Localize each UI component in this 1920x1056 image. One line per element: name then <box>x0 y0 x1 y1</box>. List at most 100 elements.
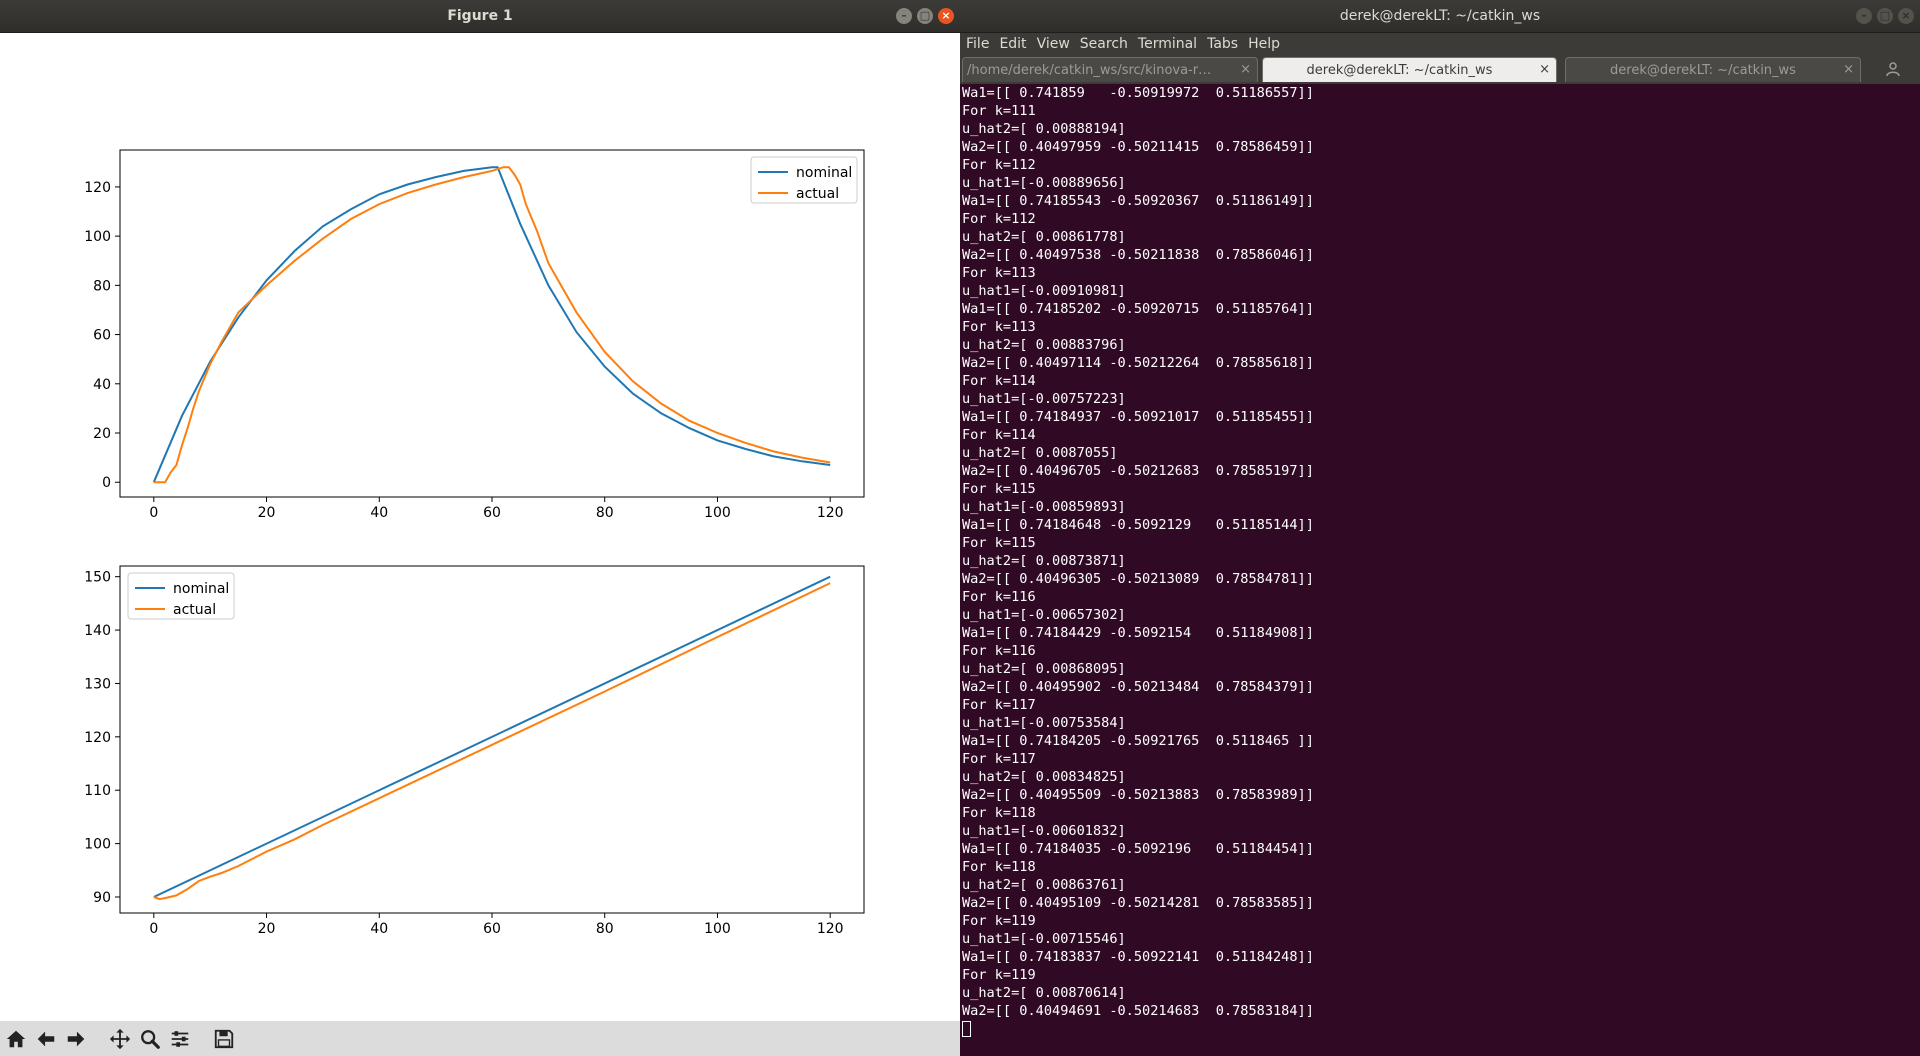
terminal-line: u_hat1=[-0.00753584] <box>962 715 1126 731</box>
tab-close-icon[interactable]: × <box>1240 62 1251 77</box>
maximize-icon[interactable]: □ <box>917 8 933 24</box>
maximize-icon[interactable]: □ <box>1877 8 1893 24</box>
x-tick-label: 120 <box>817 505 844 521</box>
x-tick-label: 40 <box>370 921 388 937</box>
terminal-line: For k=117 <box>962 751 1036 767</box>
y-tick-label: 120 <box>84 730 111 746</box>
terminal-line: For k=115 <box>962 481 1036 497</box>
terminal-line: u_hat1=[-0.00889656] <box>962 175 1126 191</box>
terminal-line: Wa2=[[ 0.40497538 -0.50211838 0.78586046… <box>962 247 1314 263</box>
terminal-line: Wa2=[[ 0.40497959 -0.50211415 0.78586459… <box>962 139 1314 155</box>
terminal-line: For k=112 <box>962 211 1036 227</box>
terminal-menubar: File Edit View Search Terminal Tabs Help <box>960 33 1920 55</box>
menu-help[interactable]: Help <box>1248 36 1280 52</box>
x-tick-label: 100 <box>704 921 731 937</box>
menu-terminal[interactable]: Terminal <box>1137 36 1198 52</box>
menu-edit[interactable]: Edit <box>999 36 1027 52</box>
series-line-actual <box>153 582 831 901</box>
pan-icon[interactable] <box>108 1027 132 1051</box>
terminal-line: For k=118 <box>962 859 1036 875</box>
menu-view[interactable]: View <box>1036 36 1070 52</box>
home-icon[interactable] <box>4 1027 28 1051</box>
terminal-line: Wa2=[[ 0.40496705 -0.50212683 0.78585197… <box>962 463 1314 479</box>
y-tick-label: 120 <box>84 180 111 196</box>
terminal-cursor <box>962 1021 971 1037</box>
configure-icon[interactable] <box>168 1027 192 1051</box>
terminal-line: Wa1=[[ 0.74184205 -0.50921765 0.5118465 … <box>962 733 1314 749</box>
legend-label: actual <box>796 186 839 202</box>
terminal-line: Wa1=[[ 0.74184429 -0.5092154 0.51184908]… <box>962 625 1314 641</box>
terminal-line: For k=117 <box>962 697 1036 713</box>
terminal-tab-2[interactable]: derek@derekLT: ~/catkin_ws × <box>1262 57 1557 82</box>
x-tick-label: 120 <box>817 921 844 937</box>
y-tick-label: 40 <box>93 377 111 393</box>
legend-box <box>127 572 235 620</box>
close-icon[interactable]: × <box>1898 8 1914 24</box>
terminal-titlebar[interactable]: derek@derekLT: ~/catkin_ws – □ × <box>960 0 1920 33</box>
x-tick-label: 20 <box>258 921 276 937</box>
terminal-scrollbar[interactable] <box>1905 84 1920 1056</box>
x-tick-label: 0 <box>149 505 158 521</box>
terminal-line: For k=116 <box>962 589 1036 605</box>
figure-titlebar[interactable]: Figure 1 – □ × <box>0 0 960 33</box>
y-tick-label: 80 <box>93 278 111 294</box>
terminal-line: u_hat2=[ 0.00863761] <box>962 877 1126 893</box>
terminal-line: Wa2=[[ 0.40497114 -0.50212264 0.78585618… <box>962 355 1314 371</box>
terminal-line: Wa2=[[ 0.40495509 -0.50213883 0.78583989… <box>962 787 1314 803</box>
terminal-line: For k=118 <box>962 805 1036 821</box>
terminal-prompt-line <box>960 1020 1905 1038</box>
tab-close-icon[interactable]: × <box>1539 62 1550 77</box>
x-tick-label: 20 <box>258 505 276 521</box>
legend-label: actual <box>173 602 216 618</box>
terminal-line: u_hat2=[ 0.00868095] <box>962 661 1126 677</box>
series-line-nominal <box>152 166 831 483</box>
legend-label: nominal <box>173 581 229 597</box>
series-line-actual <box>153 166 831 484</box>
menu-search[interactable]: Search <box>1079 36 1128 52</box>
terminal-line: u_hat2=[ 0.0087055] <box>962 445 1118 461</box>
zoom-icon[interactable] <box>138 1027 162 1051</box>
minimize-icon[interactable]: – <box>896 8 912 24</box>
terminal-line: Wa1=[[ 0.74183837 -0.50922141 0.51184248… <box>962 949 1314 965</box>
terminal-line: Wa2=[[ 0.40494691 -0.50214683 0.78583184… <box>962 1003 1314 1019</box>
tab-close-icon[interactable]: × <box>1843 62 1854 77</box>
terminal-window-controls: – □ × <box>1856 8 1914 24</box>
figure-window: Figure 1 – □ × 0 20 40 60 80 100 120 0 20 40 60 80 1… <box>0 0 960 1056</box>
back-icon[interactable] <box>34 1027 58 1051</box>
tab-label: /home/derek/catkin_ws/src/kinova-r… <box>967 63 1212 78</box>
figure-plots[interactable]: 0 20 40 60 80 100 120 0 20 40 60 80 100 120 nominal act… <box>0 33 960 1021</box>
y-tick-label: 0 <box>102 475 111 491</box>
series-line-nominal <box>153 575 831 898</box>
terminal-line: u_hat1=[-0.00715546] <box>962 931 1126 947</box>
terminal-line: u_hat2=[ 0.00888194] <box>962 121 1126 137</box>
chart-legend: nominal actual <box>750 156 858 204</box>
close-icon[interactable]: × <box>938 8 954 24</box>
terminal-line: Wa2=[[ 0.40495109 -0.50214281 0.78583585… <box>962 895 1314 911</box>
menu-tabs[interactable]: Tabs <box>1207 36 1239 52</box>
terminal-line: Wa2=[[ 0.40495902 -0.50213484 0.78584379… <box>962 679 1314 695</box>
terminal-line: u_hat2=[ 0.00834825] <box>962 769 1126 785</box>
terminal-line: u_hat1=[-0.00910981] <box>962 283 1126 299</box>
terminal-line: For k=113 <box>962 265 1036 281</box>
minimize-icon[interactable]: – <box>1856 8 1872 24</box>
menu-file[interactable]: File <box>966 36 990 52</box>
terminal-line: For k=119 <box>962 913 1036 929</box>
terminal-line: Wa1=[[ 0.74184035 -0.5092196 0.51184454]… <box>962 841 1314 857</box>
y-tick-label: 140 <box>84 623 111 639</box>
terminal-output[interactable]: Wa1=[[ 0.741859 -0.50919972 0.51186557]]… <box>960 84 1905 1056</box>
save-icon[interactable] <box>212 1027 236 1051</box>
chart-2: 0 20 40 60 80 100 120 90 100 110 120 130 140 150 nomin… <box>84 565 865 937</box>
new-tab-icon[interactable] <box>1884 60 1902 78</box>
terminal-line: Wa1=[[ 0.74184648 -0.5092129 0.51185144]… <box>962 517 1314 533</box>
terminal-tab-3[interactable]: derek@derekLT: ~/catkin_ws × <box>1565 57 1861 82</box>
figure-window-controls: – □ × <box>896 8 954 24</box>
terminal-line: For k=116 <box>962 643 1036 659</box>
forward-icon[interactable] <box>64 1027 88 1051</box>
figure-canvas[interactable]: 0 20 40 60 80 100 120 0 20 40 60 80 100 120 nominal act… <box>0 33 960 1021</box>
terminal-line: For k=114 <box>962 427 1036 443</box>
terminal-line: u_hat2=[ 0.00870614] <box>962 985 1126 1001</box>
terminal-tab-1[interactable]: /home/derek/catkin_ws/src/kinova-r… × <box>962 57 1258 82</box>
chart-1: 0 20 40 60 80 100 120 0 20 40 60 80 100 120 nominal act… <box>84 149 865 521</box>
terminal-window: derek@derekLT: ~/catkin_ws – □ × File Ed… <box>960 0 1920 1056</box>
chart-legend: nominal actual <box>127 572 235 620</box>
